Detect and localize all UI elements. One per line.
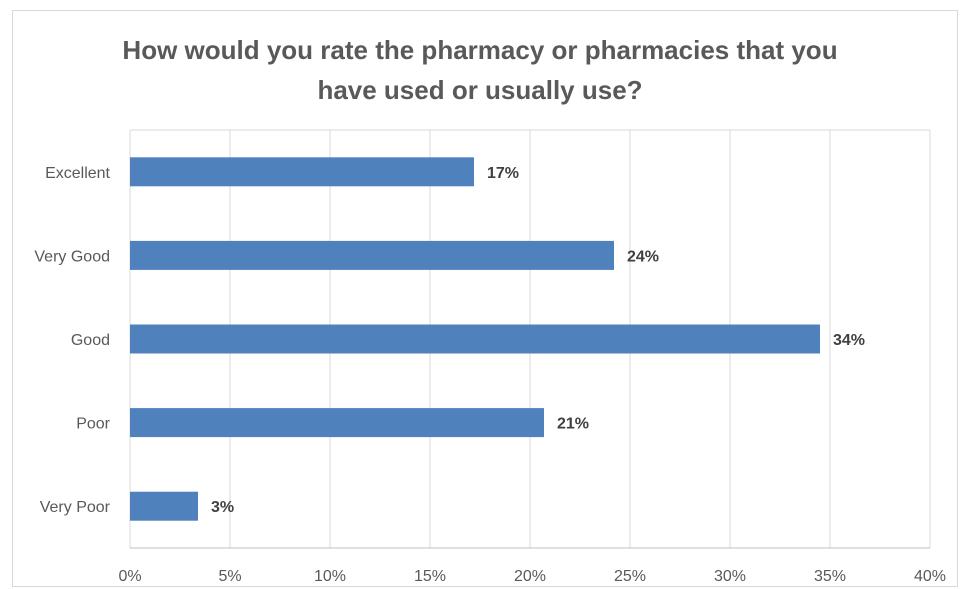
bar-very-good [130,240,614,270]
x-tick-label-1: 5% [218,568,241,585]
bar-very-poor [130,491,198,521]
chart-frame [12,10,958,587]
category-label-excellent: Excellent [45,165,110,182]
x-tick-label-2: 10% [314,568,346,585]
category-label-very-poor: Very Poor [40,499,111,516]
bar-excellent [130,157,474,187]
chart-title: How would you rate the pharmacy or pharm… [122,35,838,105]
x-tick-label-0: 0% [118,568,141,585]
bar-good [130,324,820,354]
x-tick-label-5: 25% [614,568,646,585]
x-tick-label-6: 30% [714,568,746,585]
category-label-good: Good [71,332,110,349]
data-label-excellent: 17% [487,165,519,182]
data-label-very-poor: 3% [211,499,234,516]
x-tick-label-7: 35% [814,568,846,585]
category-label-poor: Poor [76,416,110,433]
bar-poor [130,408,544,438]
data-label-poor: 21% [557,416,589,433]
data-label-good: 34% [833,332,865,349]
data-label-very-good: 24% [627,248,659,265]
x-tick-label-3: 15% [414,568,446,585]
x-tick-label-4: 20% [514,568,546,585]
category-label-very-good: Very Good [34,248,110,265]
x-tick-label-8: 40% [914,568,946,585]
